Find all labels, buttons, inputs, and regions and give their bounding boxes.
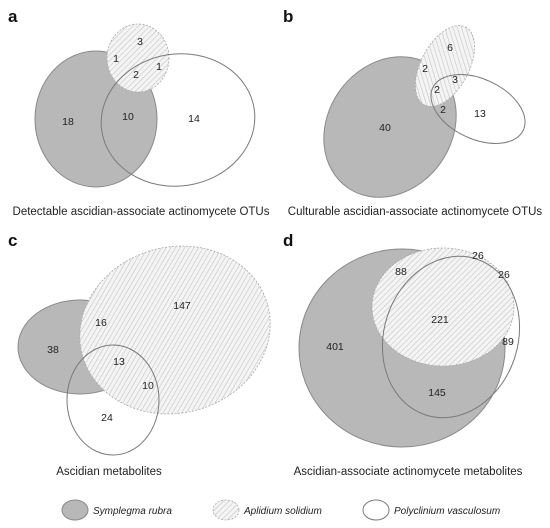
aplidium-set-b [415,25,475,107]
aplidium-set-c [79,245,271,415]
count-b-symplegma-polyclinium: 2 [440,104,446,116]
count-a-symplegma-only: 18 [62,116,74,128]
aplidium-set-d [371,247,515,367]
polyclinium-set-b [430,74,526,144]
aplidium-set-a [106,23,170,93]
panel-d: d 26 88 26 221 401 89 145 Ascidian-assoc… [283,231,523,478]
polyclinium-set-c [66,344,160,456]
count-a-polyclinium-only: 14 [188,113,200,125]
panel-a-letter: a [8,7,18,26]
count-c-polyclinium-only: 24 [101,412,113,424]
panel-d-letter: d [283,231,293,250]
count-a-all-three: 2 [133,69,139,81]
legend-aplidium-swatch [212,499,240,521]
count-d-symplegma-polyclinium: 145 [428,387,446,399]
count-b-aplidium-polyclinium: 3 [452,74,458,86]
polyclinium-set-d [381,255,521,419]
panel-b: b 6 2 3 2 2 13 40 Culturable ascidian-as… [283,7,543,218]
count-a-aplidium-only: 3 [137,36,143,48]
panel-c-letter: c [8,231,17,250]
caption-b: Culturable ascidian-associate actinomyce… [288,206,543,218]
count-d-symplegma-only: 401 [326,341,344,353]
legend-polyclinium-swatch [362,499,390,521]
legend-symplegma-swatch [61,499,89,521]
count-b-polyclinium-only: 13 [474,108,486,120]
count-c-all-three: 13 [113,356,125,368]
count-d-polyclinium-only: 89 [502,336,514,348]
caption-d: Ascidian-associate actinomycete metaboli… [294,466,523,478]
count-c-aplidium-only: 147 [173,300,191,312]
count-b-aplidium-only: 6 [447,42,453,54]
panel-c: c 147 16 38 13 10 24 Ascidian metabolite… [8,231,271,478]
count-a-aplidium-polyclinium: 1 [156,61,162,73]
legend-symplegma-label: Symplegma rubra [93,506,172,517]
legend: Symplegma rubra Aplidium solidium Polycl… [61,499,500,521]
caption-a: Detectable ascidian-associate actinomyce… [13,206,270,218]
count-b-symplegma-only: 40 [379,122,391,134]
count-c-symplegma-aplidium: 16 [95,317,107,329]
legend-polyclinium-label: Polyclinium vasculosum [394,506,500,517]
panel-a: a 3 1 1 2 18 10 14 Detectable ascidian-a… [8,7,270,218]
count-c-symplegma-only: 38 [47,344,59,356]
panel-b-letter: b [283,7,293,26]
polyclinium-set-a [100,53,256,187]
legend-aplidium-label: Aplidium solidium [243,506,322,517]
count-b-all-three: 2 [434,84,440,96]
count-c-aplidium-polyclinium: 10 [142,380,154,392]
count-d-aplidium-only: 26 [472,250,484,262]
count-d-aplidium-polyclinium: 26 [498,269,510,281]
count-b-symplegma-aplidium: 2 [422,63,428,75]
count-d-all-three: 221 [431,314,449,326]
caption-c: Ascidian metabolites [56,466,162,478]
count-a-symplegma-aplidium: 1 [113,53,119,65]
count-d-symplegma-aplidium: 88 [395,266,407,278]
count-a-symplegma-polyclinium: 10 [122,111,134,123]
